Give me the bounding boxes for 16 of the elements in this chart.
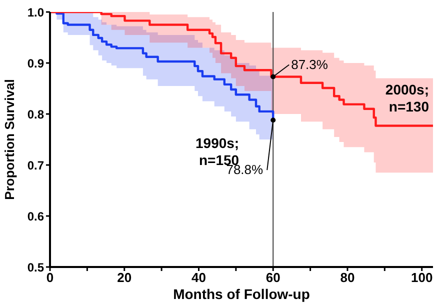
y-tick-label: 1.0 bbox=[27, 5, 44, 20]
x-tick-label: 0 bbox=[46, 270, 54, 286]
annotation: 87.3% bbox=[291, 56, 328, 72]
series-label: 2000s; n=130 bbox=[385, 82, 430, 115]
x-axis-title: Months of Follow-up bbox=[173, 286, 310, 302]
y-tick-label: 0.9 bbox=[27, 56, 44, 70]
x-tick-label: 20 bbox=[117, 270, 132, 286]
y-tick-label: 0.8 bbox=[27, 107, 44, 122]
x-tick-label: 40 bbox=[192, 270, 206, 286]
y-tick-label: 0.7 bbox=[27, 158, 44, 172]
x-tick-label: 100 bbox=[410, 270, 433, 286]
y-tick-label: 0.5 bbox=[27, 260, 44, 274]
y-tick-label: 0.6 bbox=[27, 209, 44, 224]
x-tick-label: 60 bbox=[266, 270, 280, 286]
y-axis-title: Proportion Survival bbox=[2, 79, 17, 200]
x-tick-label: 80 bbox=[340, 270, 355, 286]
